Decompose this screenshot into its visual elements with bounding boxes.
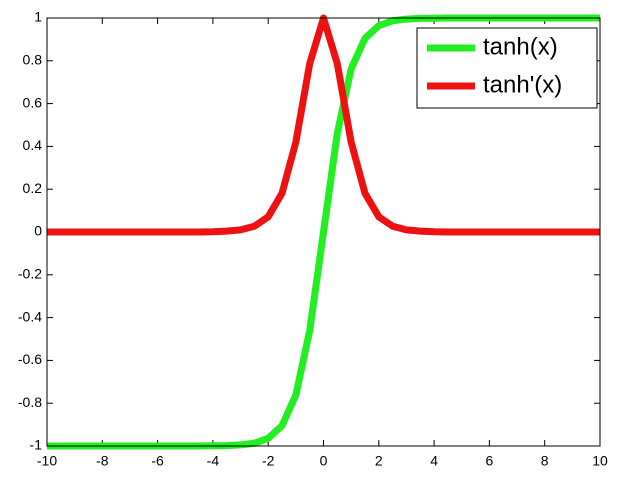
x-tick-label: 10 bbox=[592, 453, 608, 469]
y-tick-label: -0.4 bbox=[18, 308, 42, 324]
x-tick-label: -10 bbox=[37, 453, 57, 469]
x-tick-label: -6 bbox=[151, 453, 164, 469]
x-tick-label: 2 bbox=[375, 453, 383, 469]
legend-box bbox=[416, 27, 598, 109]
axes-box bbox=[46, 17, 601, 447]
y-tick-label: 0.6 bbox=[23, 94, 43, 110]
y-tick-label: -0.2 bbox=[18, 266, 42, 282]
x-tick-label: -2 bbox=[262, 453, 275, 469]
x-tick-label: -4 bbox=[207, 453, 220, 469]
y-tick-label: -0.6 bbox=[18, 351, 42, 367]
x-tick-label: 6 bbox=[486, 453, 494, 469]
y-tick-label: 1 bbox=[34, 9, 42, 25]
x-tick-label: 8 bbox=[541, 453, 549, 469]
x-tick-label: 4 bbox=[430, 453, 438, 469]
y-tick-label: 0.8 bbox=[23, 52, 43, 68]
y-tick-label: -1 bbox=[30, 437, 43, 453]
y-tick-label: 0 bbox=[34, 223, 42, 239]
y-tick-label: 0.2 bbox=[23, 180, 43, 196]
x-tick-label: -8 bbox=[96, 453, 109, 469]
y-tick-label: 0.4 bbox=[23, 137, 43, 153]
x-tick-label: 0 bbox=[320, 453, 328, 469]
legend-label: tanh'(x) bbox=[483, 71, 562, 98]
legend-label: tanh(x) bbox=[483, 33, 558, 60]
y-tick-label: -0.8 bbox=[18, 394, 42, 410]
